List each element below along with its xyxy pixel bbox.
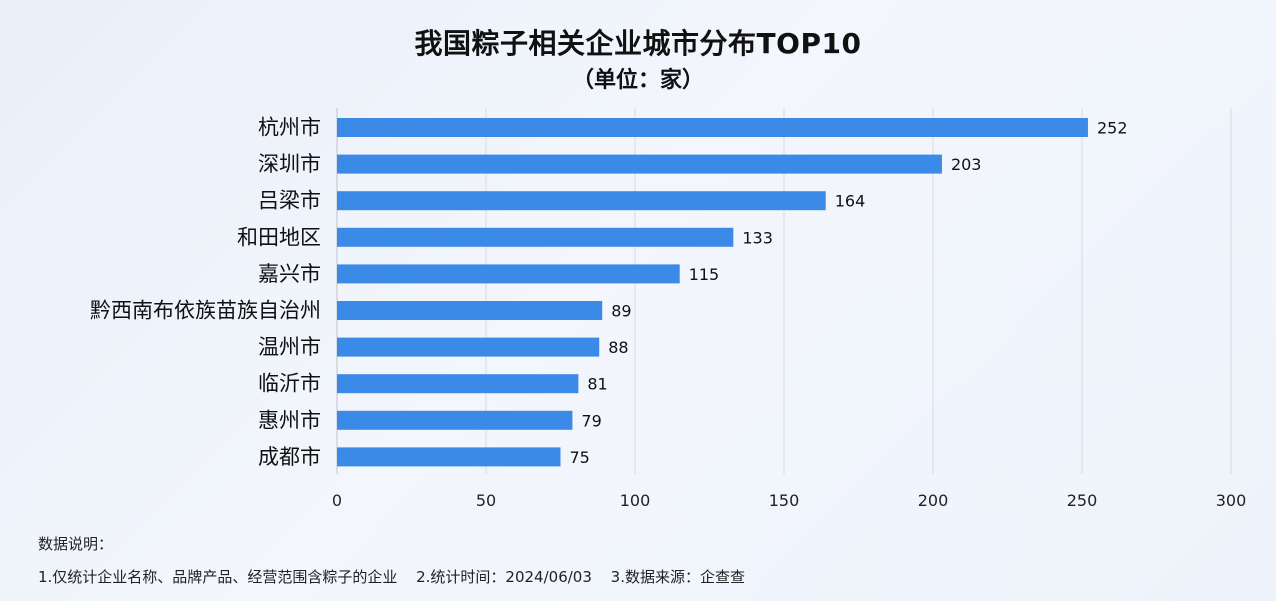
x-tick-label: 200 [918,491,949,510]
data-label: 88 [608,338,628,357]
bar [337,154,942,174]
note-scope: 1.仅统计企业名称、品牌产品、经营范围含粽子的企业 [38,568,398,586]
chart-subtitle: （单位：家） [571,68,704,93]
x-tick-label: 300 [1216,491,1247,510]
bar [337,374,579,394]
data-label: 133 [742,228,773,247]
x-tick-label: 250 [1067,491,1098,510]
data-label: 81 [587,375,607,394]
note-source: 3.数据来源：企查查 [610,568,745,586]
bar [337,447,561,467]
chart-title: 我国粽子相关企业城市分布TOP10 [414,27,862,60]
category-label: 嘉兴市 [258,262,321,286]
x-tick-label: 100 [620,491,651,510]
category-label: 惠州市 [258,408,321,432]
notes-body: 1.仅统计企业名称、品牌产品、经营范围含粽子的企业 2.统计时间：2024/06… [38,566,759,587]
bar [337,410,573,430]
bar [337,301,603,320]
x-tick-label: 150 [769,491,800,510]
x-tick-label: 0 [332,491,342,510]
x-tick-label: 50 [476,491,496,510]
bar [337,264,680,284]
data-label: 75 [570,448,590,467]
data-label: 164 [835,192,866,211]
category-label: 温州市 [258,335,321,359]
bar [337,227,734,247]
category-label: 杭州市 [258,116,321,140]
note-date: 2.统计时间：2024/06/03 [416,568,592,586]
category-label: 临沂市 [258,372,321,396]
category-label: 成都市 [258,445,321,469]
category-label: 深圳市 [258,152,321,176]
category-label: 和田地区 [237,225,321,249]
data-label: 79 [581,411,601,430]
data-label: 252 [1097,119,1128,138]
category-label: 黔西南布依族苗族自治州 [90,299,321,323]
category-label: 吕梁市 [258,189,321,213]
data-label: 115 [689,265,720,284]
data-label: 89 [611,302,631,321]
bar [337,337,600,357]
notes-heading: 数据说明： [38,535,114,553]
bar [337,118,1088,137]
data-label: 203 [951,155,982,174]
bar [337,191,826,211]
